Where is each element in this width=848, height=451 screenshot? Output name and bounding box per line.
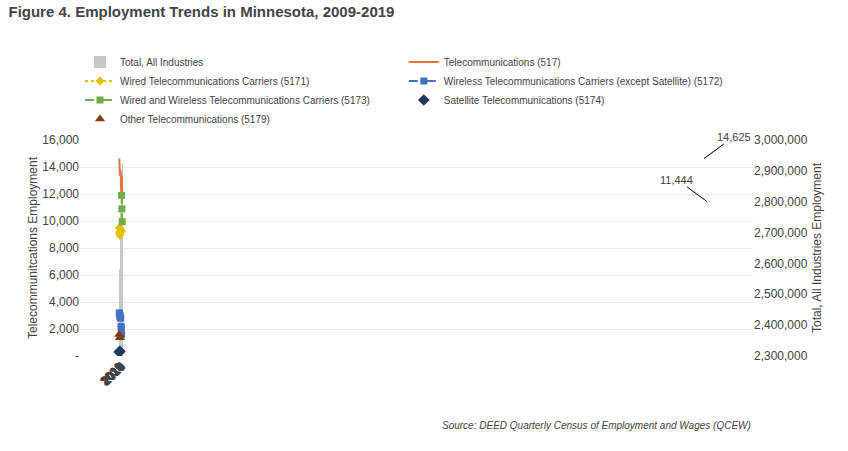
svg-text:2,300,000: 2,300,000: [754, 349, 808, 363]
svg-text:2010: 2010: [97, 359, 126, 388]
svg-text:Figure 4. Employment Trends in: Figure 4. Employment Trends in Minnesota…: [8, 3, 394, 20]
svg-text:12,000: 12,000: [42, 187, 79, 201]
svg-text:4,000: 4,000: [49, 295, 79, 309]
svg-text:Source: DEED Quarterly Census: Source: DEED Quarterly Census of Employm…: [442, 420, 751, 431]
svg-text:2,800,000: 2,800,000: [754, 195, 808, 209]
svg-text:14,000: 14,000: [42, 160, 79, 174]
svg-text:Total, All Industries: Total, All Industries: [120, 57, 203, 68]
svg-text:2,700,000: 2,700,000: [754, 226, 808, 240]
svg-text:2017: 2017: [99, 359, 128, 388]
svg-text:2,900,000: 2,900,000: [754, 164, 808, 178]
svg-text:2,600,000: 2,600,000: [754, 257, 808, 271]
svg-text:Wired Telecommunications Carri: Wired Telecommunications Carriers (5171): [120, 76, 309, 87]
svg-text:16,000: 16,000: [42, 133, 79, 147]
svg-text:Wired and Wireless Telecommuni: Wired and Wireless Telecommunications Ca…: [120, 95, 370, 106]
svg-text:Satellite Telecommunications (: Satellite Telecommunications (5174): [444, 95, 604, 106]
svg-text:2019: 2019: [100, 359, 129, 388]
svg-text:2,000: 2,000: [49, 322, 79, 336]
svg-text:2014: 2014: [98, 359, 127, 388]
svg-text:10,000: 10,000: [42, 214, 79, 228]
svg-text:2013: 2013: [98, 359, 127, 388]
svg-text:8,000: 8,000: [49, 241, 79, 255]
svg-text:Other Telecommunications (5179: Other Telecommunications (5179): [120, 114, 270, 125]
svg-text:2,500,000: 2,500,000: [754, 287, 808, 301]
svg-text:Wireless Telecommunications Ca: Wireless Telecommunications Carriers (ex…: [444, 76, 723, 87]
svg-text:2009: 2009: [97, 359, 126, 388]
svg-text:Telecommunitcations Employment: Telecommunitcations Employment: [26, 156, 40, 339]
svg-text:2015: 2015: [99, 359, 128, 388]
svg-text:2016: 2016: [99, 359, 128, 388]
svg-text:11,444: 11,444: [660, 174, 693, 186]
svg-text:3,000,000: 3,000,000: [754, 133, 808, 147]
svg-text:Total, All Industries Employme: Total, All Industries Employment: [810, 162, 824, 333]
svg-text:6,000: 6,000: [49, 268, 79, 282]
svg-text:2012: 2012: [98, 359, 127, 388]
svg-text:14,625: 14,625: [717, 131, 751, 143]
svg-text:Telecommunications (517): Telecommunications (517): [444, 57, 561, 68]
svg-text:2018: 2018: [99, 359, 128, 388]
svg-text:-: -: [75, 349, 79, 363]
svg-text:2011: 2011: [98, 359, 126, 387]
svg-text:2,400,000: 2,400,000: [754, 318, 808, 332]
